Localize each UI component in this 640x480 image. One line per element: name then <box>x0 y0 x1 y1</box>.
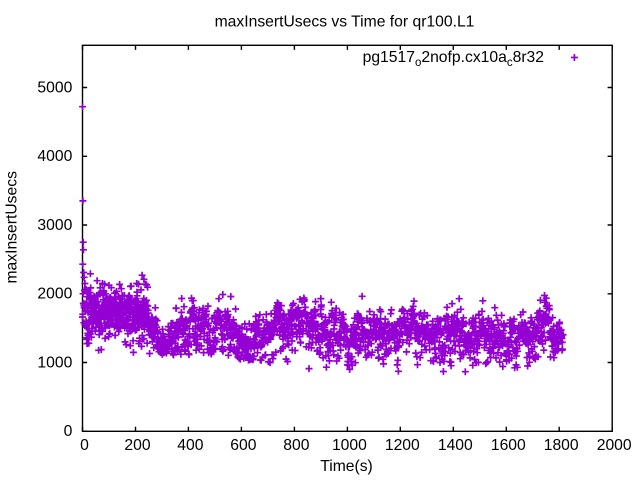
svg-text:200: 200 <box>124 437 150 454</box>
svg-text:800: 800 <box>283 437 309 454</box>
svg-text:1600: 1600 <box>491 437 526 454</box>
svg-text:1800: 1800 <box>544 437 579 454</box>
svg-text:Time(s): Time(s) <box>320 458 373 475</box>
svg-text:400: 400 <box>177 437 203 454</box>
svg-text:maxInsertUsecs vs Time for qr1: maxInsertUsecs vs Time for qr100.L1 <box>215 14 475 31</box>
svg-text:1400: 1400 <box>438 437 473 454</box>
svg-text:maxInsertUsecs: maxInsertUsecs <box>4 171 21 284</box>
svg-text:1000: 1000 <box>37 354 72 371</box>
svg-text:1000: 1000 <box>332 437 367 454</box>
svg-text:2000: 2000 <box>37 286 72 303</box>
svg-text:5000: 5000 <box>37 79 72 96</box>
svg-text:600: 600 <box>230 437 256 454</box>
svg-text:0: 0 <box>64 423 73 440</box>
svg-text:4000: 4000 <box>37 148 72 165</box>
svg-text:2000: 2000 <box>597 437 632 454</box>
svg-text:3000: 3000 <box>37 217 72 234</box>
svg-text:pg1517o2nofp.cx10ac8r32: pg1517o2nofp.cx10ac8r32 <box>363 49 544 69</box>
svg-text:0: 0 <box>80 437 89 454</box>
svg-text:1200: 1200 <box>385 437 420 454</box>
